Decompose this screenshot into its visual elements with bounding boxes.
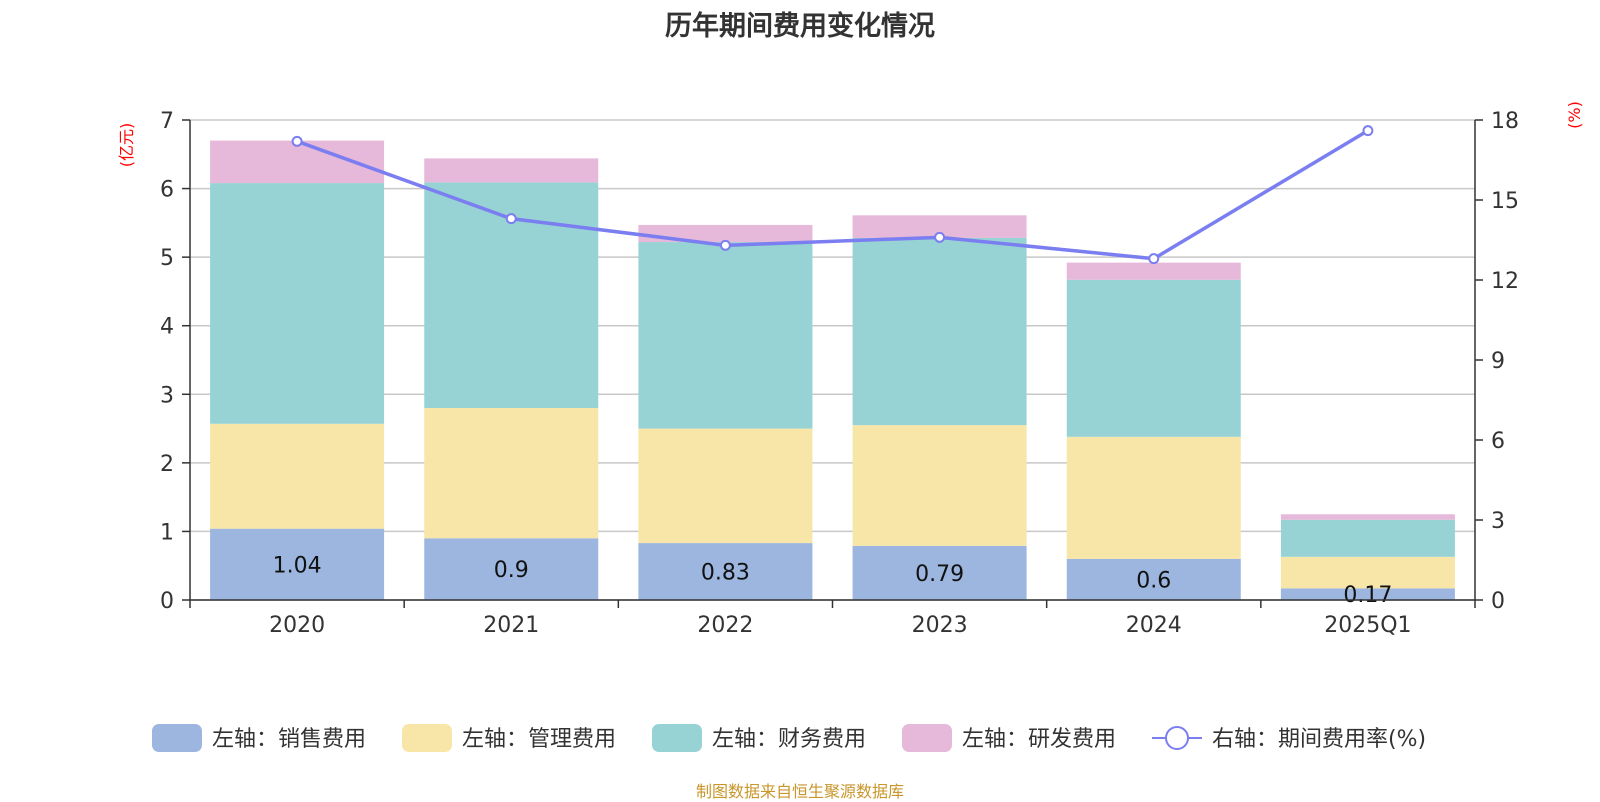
legend-swatch [402,724,452,752]
left-axis-tick-label: 1 [160,520,174,545]
bar-data-label: 0.9 [494,558,529,583]
bar-segment [424,158,599,183]
right-axis-tick-label: 18 [1491,109,1519,134]
right-axis-tick-label: 9 [1491,349,1505,374]
bar-segment [852,545,1027,600]
bar-segment [638,543,813,600]
legend-label: 左轴：销售费用 [212,727,366,752]
bar-data-label: 0.79 [915,562,964,587]
legend-swatch [902,724,952,752]
bar-segment [1066,279,1241,437]
rate-line-point [934,231,946,243]
rate-line-point [1148,253,1160,265]
left-axis-tick-label: 6 [160,178,174,203]
bar-segment [1280,514,1455,520]
x-axis-tick-label: 2020 [269,613,325,638]
left-axis-tick-label: 2 [160,452,174,477]
bar-segment [424,408,599,539]
legend-marker [1165,726,1189,750]
bar-segment [852,425,1027,546]
x-axis-tick-label: 2025Q1 [1324,613,1411,638]
bar-segment [424,538,599,600]
right-axis-unit: (%) [1565,101,1584,129]
bar-data-label: 0.17 [1343,583,1392,608]
bar-segment [1066,262,1241,280]
rate-line-point [291,135,303,147]
legend-label: 左轴：研发费用 [962,727,1116,752]
rate-line-path [296,129,1369,261]
left-axis-tick-label: 5 [160,246,174,271]
bar-segment [1066,436,1241,559]
bar-segment [210,183,385,424]
left-axis-tick-label: 3 [160,383,174,408]
source-note: 制图数据来自恒生聚源数据库 [695,782,904,801]
bar-segment [1280,519,1455,557]
bar-data-label: 1.04 [273,553,322,578]
bar-data-label: 0.83 [701,561,750,586]
rate-line [291,125,1374,265]
x-axis-tick-label: 2024 [1126,613,1182,638]
legend-label: 右轴：期间费用率(%) [1212,727,1426,752]
chart-title: 历年期间费用变化情况 [665,11,935,42]
x-axis-tick-label: 2021 [483,613,539,638]
bar-data-labels: 1.04 0.9 0.83 0.79 0.6 0.17 [273,553,1393,608]
bar-segment [638,224,813,243]
bar-segment [852,237,1027,426]
legend-label: 左轴：财务费用 [712,727,866,752]
bar-segment [1280,588,1455,600]
right-axis-tick-label: 3 [1491,509,1505,534]
bar-segment [210,528,385,600]
bar-segment [1066,558,1241,600]
right-axis-tick-label: 6 [1491,429,1505,454]
x-axis-tick-label: 2023 [912,613,968,638]
bar-segment [1280,556,1455,589]
legend-swatch [152,724,202,752]
rate-line-point [505,213,517,225]
right-axis-tick-label: 12 [1491,269,1519,294]
x-axis-tick-label: 2022 [697,613,753,638]
bar-segment [852,215,1027,238]
bar-segment [638,428,813,544]
legend[interactable]: 左轴：销售费用 左轴：管理费用 左轴：财务费用 左轴：研发费用 右轴：期间费用率(%) [152,724,1426,752]
left-axis-tick-label: 0 [160,589,174,614]
left-axis-tick-label: 7 [160,109,174,134]
right-axis-tick-label: 0 [1491,589,1505,614]
right-axis-tick-label: 15 [1491,189,1519,214]
rate-line-point [1362,125,1374,137]
bars [210,140,1455,600]
bar-data-label: 0.6 [1136,568,1171,593]
left-axis-unit: (亿元) [117,123,136,168]
bar-segment [210,423,385,529]
rate-line-point [719,239,731,251]
left-axis-tick-label: 4 [160,315,174,340]
legend-swatch [652,724,702,752]
legend-label: 左轴：管理费用 [462,727,616,752]
bar-segment [638,242,813,429]
